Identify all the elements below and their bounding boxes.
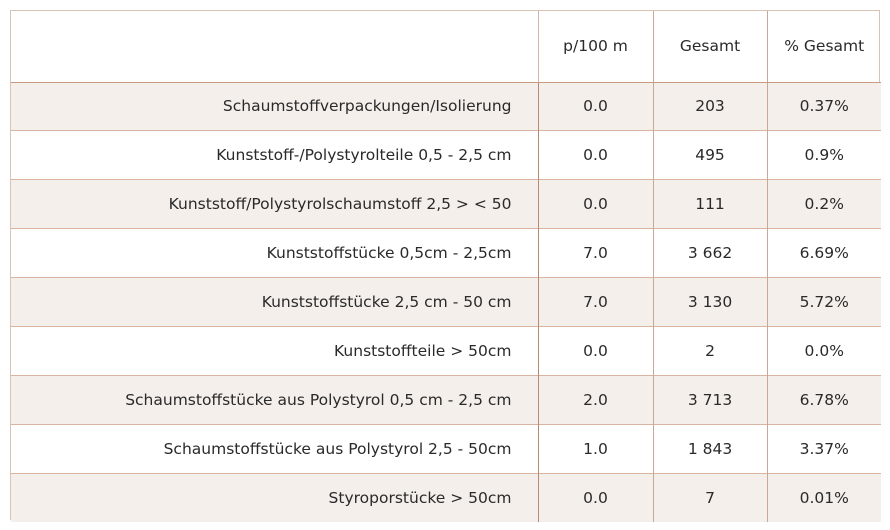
row-label: Kunststoffstücke 0,5cm - 2,5cm [11, 228, 539, 278]
row-p100m: 7.0 [537, 277, 653, 327]
row-p100m: 0.0 [537, 130, 653, 180]
row-pct: 3.37% [766, 424, 881, 474]
table-row: Kunststoff-/Polystyrolteile 0,5 - 2,5 cm… [11, 130, 881, 180]
row-total: 3 662 [652, 228, 767, 278]
row-pct: 0.9% [766, 130, 881, 180]
table-row: Schaumstoffverpackungen/Isolierung 0.0 2… [11, 82, 881, 131]
row-pct: 6.78% [766, 375, 881, 425]
header-pct: % Gesamt [766, 11, 881, 83]
row-total: 495 [652, 130, 767, 180]
table-row: Styroporstücke > 50cm 0.0 7 0.01% [11, 473, 881, 523]
row-label: Kunststoffteile > 50cm [11, 326, 539, 376]
row-p100m: 0.0 [537, 473, 653, 523]
row-label: Schaumstoffverpackungen/Isolierung [11, 82, 539, 131]
row-pct: 5.72% [766, 277, 881, 327]
row-p100m: 1.0 [537, 424, 653, 474]
row-p100m: 0.0 [537, 326, 653, 376]
row-pct: 0.2% [766, 179, 881, 229]
table-row: Kunststoff/Polystyrolschaumstoff 2,5 > <… [11, 179, 881, 229]
row-label: Kunststoff-/Polystyrolteile 0,5 - 2,5 cm [11, 130, 539, 180]
row-p100m: 0.0 [537, 82, 653, 131]
row-total: 3 130 [652, 277, 767, 327]
header-total: Gesamt [652, 11, 767, 83]
table-row: Kunststoffstücke 2,5 cm - 50 cm 7.0 3 13… [11, 277, 881, 327]
row-total: 203 [652, 82, 767, 131]
row-p100m: 2.0 [537, 375, 653, 425]
row-total: 3 713 [652, 375, 767, 425]
row-pct: 6.69% [766, 228, 881, 278]
data-table-container: p/100 m Gesamt % Gesamt Schaumstoffverpa… [10, 10, 881, 523]
row-total: 2 [652, 326, 767, 376]
row-total: 111 [652, 179, 767, 229]
row-p100m: 7.0 [537, 228, 653, 278]
table-header-row: p/100 m Gesamt % Gesamt [11, 11, 881, 83]
data-table: p/100 m Gesamt % Gesamt Schaumstoffverpa… [11, 11, 881, 523]
row-p100m: 0.0 [537, 179, 653, 229]
row-pct: 0.37% [766, 82, 881, 131]
row-pct: 0.01% [766, 473, 881, 523]
row-pct: 0.0% [766, 326, 881, 376]
row-label: Schaumstoffstücke aus Polystyrol 0,5 cm … [11, 375, 539, 425]
row-label: Kunststoffstücke 2,5 cm - 50 cm [11, 277, 539, 327]
row-label: Styroporstücke > 50cm [11, 473, 539, 523]
row-label: Schaumstoffstücke aus Polystyrol 2,5 - 5… [11, 424, 539, 474]
table-row: Schaumstoffstücke aus Polystyrol 2,5 - 5… [11, 424, 881, 474]
table-row: Kunststoffteile > 50cm 0.0 2 0.0% [11, 326, 881, 376]
table-row: Kunststoffstücke 0,5cm - 2,5cm 7.0 3 662… [11, 228, 881, 278]
row-label: Kunststoff/Polystyrolschaumstoff 2,5 > <… [11, 179, 539, 229]
header-label [11, 11, 539, 83]
header-p100m: p/100 m [537, 11, 653, 83]
table-row: Schaumstoffstücke aus Polystyrol 0,5 cm … [11, 375, 881, 425]
row-total: 1 843 [652, 424, 767, 474]
row-total: 7 [652, 473, 767, 523]
